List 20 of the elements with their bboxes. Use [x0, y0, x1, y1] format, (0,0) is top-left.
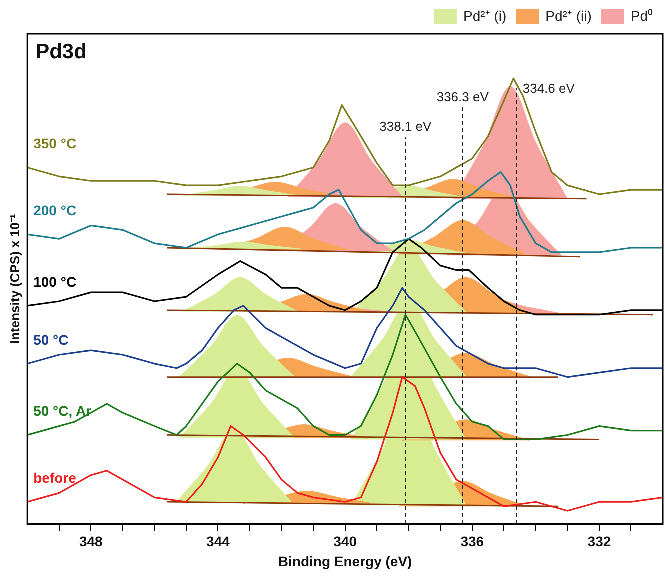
- legend-label: Pd²⁺ (ii): [546, 8, 592, 24]
- legend-label: Pd⁰: [630, 8, 653, 24]
- legend-label: Pd²⁺ (i): [464, 8, 507, 24]
- series-label: 350 °C: [34, 136, 77, 152]
- ref-line-label: 334.6 eV: [522, 81, 576, 96]
- ref-line-label: 338.1 eV: [380, 119, 432, 134]
- series-label: 200 °C: [34, 202, 77, 218]
- y-axis-title: Intensity (CPS) x 10⁻¹: [7, 214, 22, 344]
- series-label: 50 °C, Ar: [34, 403, 92, 420]
- x-tick-label: 348: [79, 534, 104, 550]
- series-label: 50 °C: [34, 332, 69, 348]
- chart-title: Pd3d: [36, 40, 87, 64]
- x-tick-label: 340: [334, 534, 358, 550]
- series-label: before: [34, 470, 77, 486]
- series-label: 100 °C: [34, 274, 77, 290]
- x-tick-label: 336: [460, 534, 484, 550]
- x-axis-title: Binding Energy (eV): [278, 553, 412, 570]
- ref-line-label: 336.3 eV: [436, 90, 490, 105]
- x-tick-label: 344: [206, 534, 230, 550]
- x-tick-label: 332: [588, 534, 612, 550]
